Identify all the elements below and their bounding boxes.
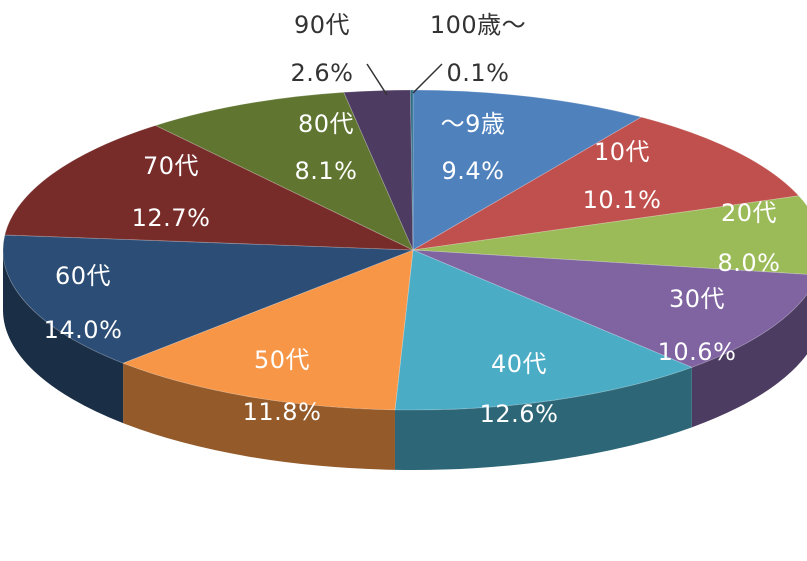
slice-label-9-category: 90代 <box>294 11 350 39</box>
slice-label-3-percent: 10.6% <box>658 338 737 366</box>
pie-sides <box>3 250 807 470</box>
slice-label-4-percent: 12.6% <box>480 400 559 428</box>
pie-slice-4 <box>394 249 693 411</box>
pie-tops <box>2 89 807 411</box>
pie-slice-9 <box>343 89 414 251</box>
pie-slice-side-4 <box>394 367 692 470</box>
slice-label-2-category: 20代 <box>721 199 777 227</box>
slice-label-1-category: 10代 <box>594 138 650 166</box>
slice-label-8-category: 80代 <box>298 110 354 138</box>
slice-label-6-category: 60代 <box>55 262 111 290</box>
pie-slice-8 <box>154 91 414 251</box>
slice-labels: ～9歳 9.4% 10代 10.1% 20代 8.0% 30代 10.6% 40… <box>44 11 781 428</box>
slice-label-7-percent: 12.7% <box>132 204 211 232</box>
slice-label-10-category: 100歳～ <box>430 11 526 39</box>
pie-slice-0 <box>412 89 643 251</box>
slice-label-0-percent: 9.4% <box>442 157 505 185</box>
pie-slice-side-5 <box>123 363 395 470</box>
pie-slice-1 <box>412 116 800 251</box>
slice-label-9-percent: 2.6% <box>291 59 354 87</box>
leader-lines <box>366 63 443 96</box>
slice-label-7-category: 70代 <box>143 152 199 180</box>
slice-label-5-category: 50代 <box>254 346 310 374</box>
pie-slice-side-3 <box>691 294 807 428</box>
pie-slice-6 <box>2 234 414 364</box>
slice-label-4-category: 40代 <box>491 350 547 378</box>
pie-slice-7 <box>4 125 414 251</box>
pie-slice-3 <box>412 249 807 368</box>
slice-label-10-percent: 0.1% <box>447 59 510 87</box>
slice-label-2-percent: 8.0% <box>718 249 781 277</box>
slice-label-5-percent: 11.8% <box>243 398 322 426</box>
leader-line-90 <box>366 63 388 96</box>
pie-slice-side-6 <box>3 250 124 424</box>
pie-slice-10 <box>410 89 414 251</box>
pie-slice-2 <box>412 195 807 275</box>
slice-label-1-percent: 10.1% <box>583 186 662 214</box>
slice-label-3-category: 30代 <box>669 285 725 313</box>
pie-slice-5 <box>121 249 414 411</box>
slice-label-8-percent: 8.1% <box>295 157 358 185</box>
slice-label-6-percent: 14.0% <box>44 316 123 344</box>
leader-line-100 <box>412 63 443 94</box>
slice-label-0-category: ～9歳 <box>441 110 506 138</box>
